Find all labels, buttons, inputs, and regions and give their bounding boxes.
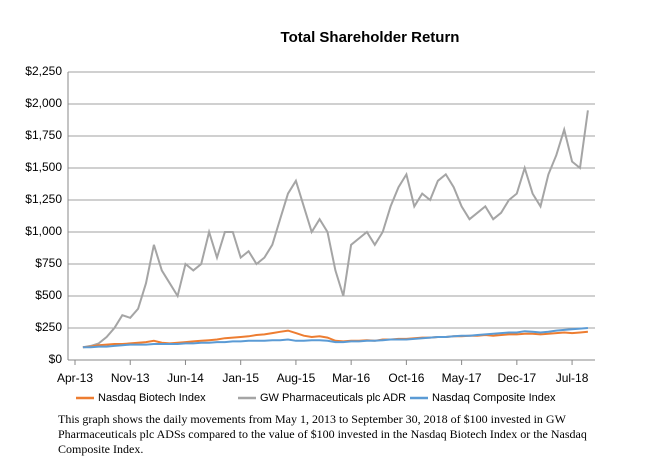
legend-label: GW Pharmaceuticals plc ADR (260, 392, 406, 404)
y-tick-label: $0 (49, 352, 63, 366)
x-tick-label: May-17 (442, 371, 482, 385)
y-tick-label: $1,750 (25, 128, 62, 142)
legend-label: Nasdaq Biotech Index (98, 392, 206, 404)
x-tick-label: Jan-15 (222, 371, 259, 385)
y-tick-label: $250 (35, 320, 62, 334)
y-tick-label: $1,250 (25, 192, 62, 206)
chart: Total Shareholder Return $0 $250 $500 $750 $… (25, 29, 595, 404)
y-tick-label: $750 (35, 256, 62, 270)
x-tick-label: Apr-13 (57, 371, 93, 385)
x-tick-label: Jun-14 (167, 371, 204, 385)
y-tick-label: $2,250 (25, 64, 62, 78)
x-tick-label: Nov-13 (111, 371, 150, 385)
x-tick-label: Mar-16 (332, 371, 370, 385)
series-line (82, 110, 589, 349)
y-tick-label: $2,000 (25, 96, 62, 110)
x-tick-label: Aug-15 (277, 371, 316, 385)
caption: This graph shows the daily movements fro… (58, 412, 587, 456)
x-tick-label: Dec-17 (497, 371, 536, 385)
chart-title: Total Shareholder Return (281, 29, 460, 46)
y-tick-label: $1,500 (25, 160, 62, 174)
y-tick-label: $500 (35, 288, 62, 302)
legend-label: Nasdaq Composite Index (432, 392, 556, 404)
x-tick-label: Oct-16 (388, 371, 424, 385)
y-tick-label: $1,000 (25, 224, 62, 238)
x-tick-label: Jul-18 (556, 371, 589, 385)
series-line (82, 327, 588, 349)
